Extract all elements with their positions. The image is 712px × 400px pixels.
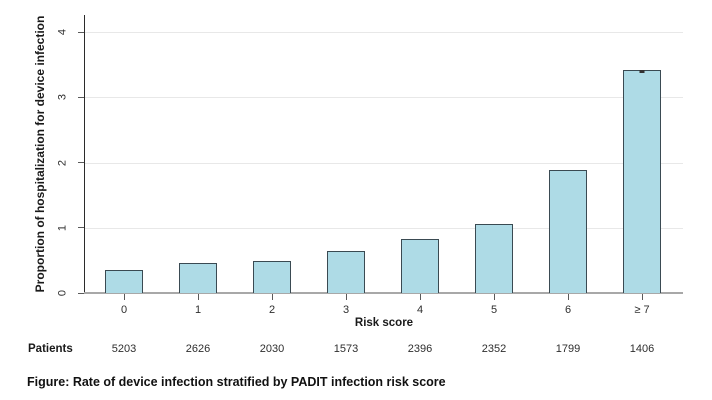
bar-risk-score-3 (327, 251, 365, 293)
patients-row: 5203 2626 2030 1573 2396 2352 1799 1406 (0, 340, 712, 360)
x-axis-baseline (84, 291, 683, 294)
figure-caption: Figure: Rate of device infection stratif… (27, 375, 446, 389)
x-axis-tick (494, 293, 496, 300)
bar-risk-score-2 (253, 261, 291, 293)
patient-count: 1406 (629, 343, 655, 355)
y-axis-tick (78, 96, 84, 98)
y-axis-line (84, 15, 86, 293)
x-tick-label: 0 (120, 304, 128, 316)
patient-count: 2030 (259, 343, 285, 355)
y-axis-tick (78, 162, 84, 164)
bar-risk-score-1 (179, 262, 217, 293)
y-axis-tick (78, 292, 84, 294)
x-axis-tick (124, 293, 126, 300)
bar-risk-score-6 (549, 170, 587, 293)
y-gridline (85, 162, 683, 164)
x-tick-label: ≥ 7 (634, 304, 650, 316)
x-tick-label: 6 (564, 304, 572, 316)
y-tick-label: 0 (56, 289, 69, 297)
y-tick-label: 2 (56, 159, 69, 166)
y-axis-tick (78, 227, 84, 229)
y-axis-tick (78, 31, 84, 33)
x-tick-label: 4 (416, 304, 424, 316)
x-axis-tick (272, 293, 274, 300)
y-gridline (85, 97, 683, 99)
x-tick-label: 3 (342, 304, 350, 316)
bar-risk-score-5 (475, 223, 513, 293)
patient-count: 1799 (555, 343, 581, 355)
patient-count: 2352 (481, 343, 507, 355)
x-axis-tick (346, 293, 348, 300)
x-axis-tick (198, 293, 200, 300)
y-tick-label: 4 (56, 28, 69, 36)
bar-risk-score-4 (401, 238, 439, 293)
y-gridline (85, 32, 683, 33)
patients-row-label: Patients (28, 343, 73, 355)
x-tick-label: 2 (268, 304, 276, 316)
patient-count: 2396 (407, 343, 433, 355)
bar-risk-score-0 (105, 270, 143, 293)
bar-risk-score-≥7 (623, 70, 661, 293)
x-axis-title: Risk score (354, 317, 414, 329)
last-bar-top-marker (639, 70, 645, 73)
x-axis-tick (568, 293, 570, 300)
patient-count: 5203 (111, 343, 137, 355)
x-axis-tick (642, 293, 644, 300)
y-tick-label: 3 (56, 94, 69, 101)
x-axis-tick (420, 293, 422, 300)
y-gridline (85, 227, 683, 229)
x-tick-label: 5 (490, 304, 498, 316)
y-tick-label: 1 (56, 224, 69, 231)
x-tick-label: 1 (194, 304, 202, 316)
patient-count: 1573 (333, 343, 359, 355)
patient-count: 2626 (185, 343, 211, 355)
